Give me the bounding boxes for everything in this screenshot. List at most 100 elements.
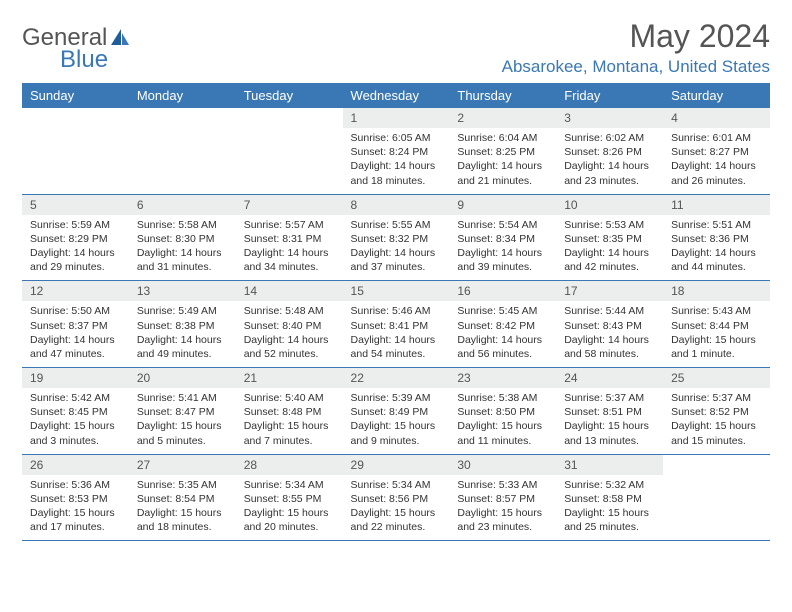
calendar-day-cell: 9Sunrise: 5:54 AMSunset: 8:34 PMDaylight… <box>449 194 556 281</box>
day-info: Sunrise: 5:40 AMSunset: 8:48 PMDaylight:… <box>236 388 343 454</box>
day-info: Sunrise: 6:01 AMSunset: 8:27 PMDaylight:… <box>663 128 770 194</box>
day-info: Sunrise: 5:37 AMSunset: 8:51 PMDaylight:… <box>556 388 663 454</box>
header: GeneralBlue May 2024 Absarokee, Montana,… <box>22 18 770 77</box>
day-info: Sunrise: 6:02 AMSunset: 8:26 PMDaylight:… <box>556 128 663 194</box>
weekday-header: Thursday <box>449 83 556 108</box>
day-number: 13 <box>129 281 236 301</box>
day-info: Sunrise: 5:32 AMSunset: 8:58 PMDaylight:… <box>556 475 663 541</box>
day-number: 6 <box>129 195 236 215</box>
calendar-page: GeneralBlue May 2024 Absarokee, Montana,… <box>0 0 792 559</box>
day-info: Sunrise: 6:05 AMSunset: 8:24 PMDaylight:… <box>343 128 450 194</box>
calendar-day-cell: 4Sunrise: 6:01 AMSunset: 8:27 PMDaylight… <box>663 108 770 194</box>
month-title: May 2024 <box>502 18 770 55</box>
calendar-day-cell: 26Sunrise: 5:36 AMSunset: 8:53 PMDayligh… <box>22 454 129 541</box>
day-number <box>129 108 236 128</box>
day-number: 11 <box>663 195 770 215</box>
calendar-day-cell: 19Sunrise: 5:42 AMSunset: 8:45 PMDayligh… <box>22 368 129 455</box>
day-number: 16 <box>449 281 556 301</box>
day-info: Sunrise: 5:50 AMSunset: 8:37 PMDaylight:… <box>22 301 129 367</box>
day-info: Sunrise: 5:51 AMSunset: 8:36 PMDaylight:… <box>663 215 770 281</box>
logo-sail-icon <box>110 28 130 51</box>
calendar-day-cell <box>236 108 343 194</box>
day-number: 30 <box>449 455 556 475</box>
day-info: Sunrise: 5:37 AMSunset: 8:52 PMDaylight:… <box>663 388 770 454</box>
title-block: May 2024 Absarokee, Montana, United Stat… <box>502 18 770 77</box>
day-number: 28 <box>236 455 343 475</box>
calendar-day-cell: 5Sunrise: 5:59 AMSunset: 8:29 PMDaylight… <box>22 194 129 281</box>
day-number: 8 <box>343 195 450 215</box>
calendar-day-cell: 18Sunrise: 5:43 AMSunset: 8:44 PMDayligh… <box>663 281 770 368</box>
weekday-header: Sunday <box>22 83 129 108</box>
day-number: 22 <box>343 368 450 388</box>
day-number: 12 <box>22 281 129 301</box>
day-info: Sunrise: 5:35 AMSunset: 8:54 PMDaylight:… <box>129 475 236 541</box>
day-number: 20 <box>129 368 236 388</box>
day-info: Sunrise: 5:53 AMSunset: 8:35 PMDaylight:… <box>556 215 663 281</box>
day-number: 4 <box>663 108 770 128</box>
calendar-day-cell: 20Sunrise: 5:41 AMSunset: 8:47 PMDayligh… <box>129 368 236 455</box>
day-info: Sunrise: 5:43 AMSunset: 8:44 PMDaylight:… <box>663 301 770 367</box>
day-info: Sunrise: 5:54 AMSunset: 8:34 PMDaylight:… <box>449 215 556 281</box>
logo: GeneralBlue <box>22 24 130 74</box>
calendar-day-cell: 11Sunrise: 5:51 AMSunset: 8:36 PMDayligh… <box>663 194 770 281</box>
calendar-day-cell <box>22 108 129 194</box>
day-info: Sunrise: 5:42 AMSunset: 8:45 PMDaylight:… <box>22 388 129 454</box>
day-number: 3 <box>556 108 663 128</box>
day-info: Sunrise: 5:33 AMSunset: 8:57 PMDaylight:… <box>449 475 556 541</box>
calendar-day-cell: 15Sunrise: 5:46 AMSunset: 8:41 PMDayligh… <box>343 281 450 368</box>
day-number: 2 <box>449 108 556 128</box>
day-info: Sunrise: 5:57 AMSunset: 8:31 PMDaylight:… <box>236 215 343 281</box>
calendar-table: Sunday Monday Tuesday Wednesday Thursday… <box>22 83 770 541</box>
day-number: 9 <box>449 195 556 215</box>
day-number: 14 <box>236 281 343 301</box>
day-info: Sunrise: 5:48 AMSunset: 8:40 PMDaylight:… <box>236 301 343 367</box>
calendar-day-cell: 24Sunrise: 5:37 AMSunset: 8:51 PMDayligh… <box>556 368 663 455</box>
day-number: 7 <box>236 195 343 215</box>
weekday-header-row: Sunday Monday Tuesday Wednesday Thursday… <box>22 83 770 108</box>
day-number: 21 <box>236 368 343 388</box>
day-number: 15 <box>343 281 450 301</box>
day-number: 1 <box>343 108 450 128</box>
calendar-day-cell: 23Sunrise: 5:38 AMSunset: 8:50 PMDayligh… <box>449 368 556 455</box>
day-number: 31 <box>556 455 663 475</box>
calendar-day-cell: 6Sunrise: 5:58 AMSunset: 8:30 PMDaylight… <box>129 194 236 281</box>
calendar-day-cell: 3Sunrise: 6:02 AMSunset: 8:26 PMDaylight… <box>556 108 663 194</box>
calendar-day-cell: 29Sunrise: 5:34 AMSunset: 8:56 PMDayligh… <box>343 454 450 541</box>
calendar-day-cell: 31Sunrise: 5:32 AMSunset: 8:58 PMDayligh… <box>556 454 663 541</box>
day-info: Sunrise: 6:04 AMSunset: 8:25 PMDaylight:… <box>449 128 556 194</box>
day-number: 5 <box>22 195 129 215</box>
day-number <box>663 455 770 475</box>
day-number: 24 <box>556 368 663 388</box>
day-info: Sunrise: 5:55 AMSunset: 8:32 PMDaylight:… <box>343 215 450 281</box>
calendar-day-cell: 14Sunrise: 5:48 AMSunset: 8:40 PMDayligh… <box>236 281 343 368</box>
weekday-header: Wednesday <box>343 83 450 108</box>
day-info: Sunrise: 5:41 AMSunset: 8:47 PMDaylight:… <box>129 388 236 454</box>
calendar-day-cell: 22Sunrise: 5:39 AMSunset: 8:49 PMDayligh… <box>343 368 450 455</box>
calendar-day-cell: 27Sunrise: 5:35 AMSunset: 8:54 PMDayligh… <box>129 454 236 541</box>
day-info: Sunrise: 5:34 AMSunset: 8:55 PMDaylight:… <box>236 475 343 541</box>
day-info: Sunrise: 5:36 AMSunset: 8:53 PMDaylight:… <box>22 475 129 541</box>
weekday-header: Saturday <box>663 83 770 108</box>
day-number: 19 <box>22 368 129 388</box>
calendar-day-cell: 16Sunrise: 5:45 AMSunset: 8:42 PMDayligh… <box>449 281 556 368</box>
calendar-day-cell: 12Sunrise: 5:50 AMSunset: 8:37 PMDayligh… <box>22 281 129 368</box>
calendar-day-cell: 25Sunrise: 5:37 AMSunset: 8:52 PMDayligh… <box>663 368 770 455</box>
calendar-day-cell: 17Sunrise: 5:44 AMSunset: 8:43 PMDayligh… <box>556 281 663 368</box>
day-number: 18 <box>663 281 770 301</box>
day-info: Sunrise: 5:38 AMSunset: 8:50 PMDaylight:… <box>449 388 556 454</box>
calendar-day-cell: 7Sunrise: 5:57 AMSunset: 8:31 PMDaylight… <box>236 194 343 281</box>
day-info: Sunrise: 5:44 AMSunset: 8:43 PMDaylight:… <box>556 301 663 367</box>
location-text: Absarokee, Montana, United States <box>502 57 770 77</box>
day-number: 23 <box>449 368 556 388</box>
day-number: 25 <box>663 368 770 388</box>
calendar-week-row: 1Sunrise: 6:05 AMSunset: 8:24 PMDaylight… <box>22 108 770 194</box>
calendar-day-cell: 21Sunrise: 5:40 AMSunset: 8:48 PMDayligh… <box>236 368 343 455</box>
day-info: Sunrise: 5:46 AMSunset: 8:41 PMDaylight:… <box>343 301 450 367</box>
calendar-day-cell: 13Sunrise: 5:49 AMSunset: 8:38 PMDayligh… <box>129 281 236 368</box>
weekday-header: Tuesday <box>236 83 343 108</box>
day-info: Sunrise: 5:49 AMSunset: 8:38 PMDaylight:… <box>129 301 236 367</box>
calendar-week-row: 26Sunrise: 5:36 AMSunset: 8:53 PMDayligh… <box>22 454 770 541</box>
calendar-week-row: 5Sunrise: 5:59 AMSunset: 8:29 PMDaylight… <box>22 194 770 281</box>
calendar-day-cell <box>129 108 236 194</box>
weekday-header: Monday <box>129 83 236 108</box>
